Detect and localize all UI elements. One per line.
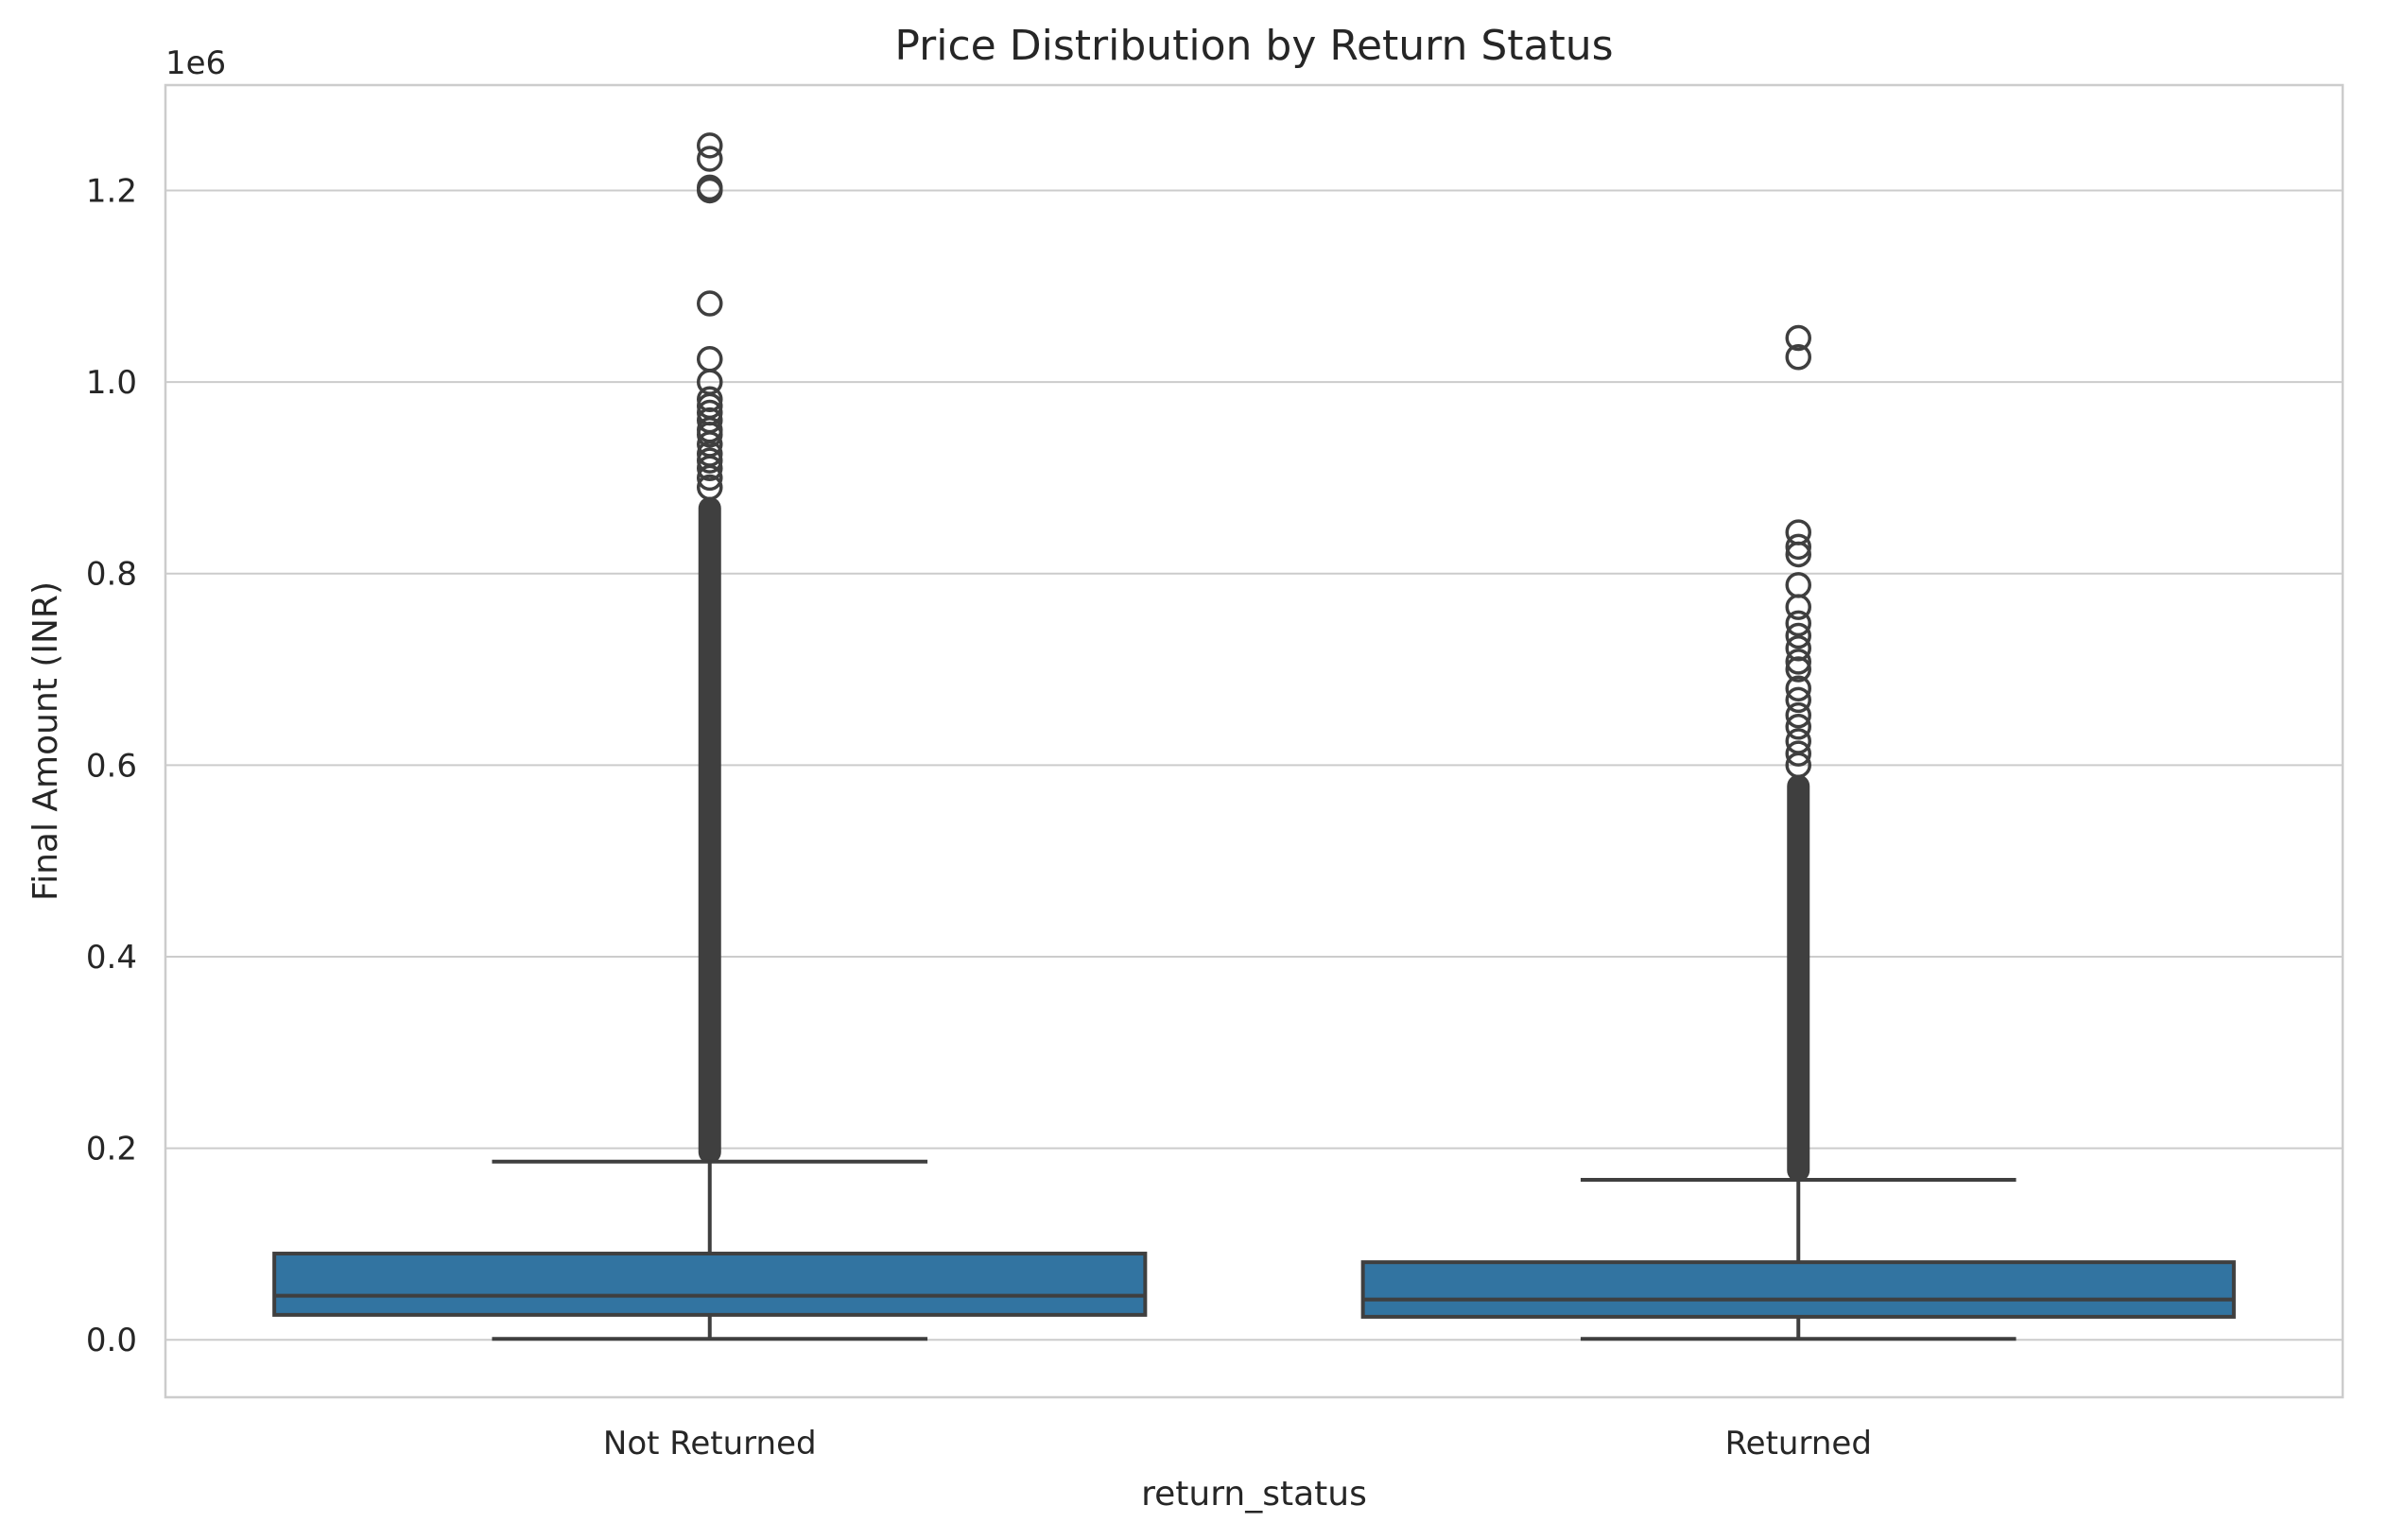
- outlier-point: [1785, 519, 1811, 545]
- iqr-box: [1360, 1260, 2236, 1319]
- outlier-point: [1785, 728, 1811, 754]
- outlier-point: [697, 132, 723, 159]
- outlier-point: [697, 447, 723, 474]
- outlier-point: [1785, 572, 1811, 598]
- outlier-point: [1785, 740, 1811, 767]
- grid-lines: [165, 189, 2343, 1341]
- outlier-point: [697, 174, 723, 201]
- outlier-point: [1785, 634, 1811, 662]
- outlier-point: [1785, 622, 1811, 649]
- y-tick-label: 0.6: [86, 747, 137, 785]
- x-tick-label: Returned: [1725, 1425, 1872, 1462]
- outlier-point: [1785, 675, 1811, 702]
- outlier-point: [697, 346, 723, 372]
- y-tick-label: 0.2: [86, 1131, 137, 1168]
- outlier-point: [1785, 649, 1811, 675]
- dense-outliers: [1787, 774, 1810, 1183]
- y-tick-label: 0.0: [86, 1322, 137, 1359]
- outlier-point: [697, 290, 723, 317]
- y-tick-label: 1.0: [86, 364, 137, 402]
- y-tick-labels: 0.0 0.2 0.4 0.6 0.8 1.0 1.2: [86, 172, 137, 1359]
- outlier-point: [1785, 324, 1811, 352]
- x-tick-label: Not Returned: [603, 1425, 817, 1462]
- x-tick-labels: Not Returned Returned: [603, 1425, 1872, 1462]
- y-axis-label: Final Amount (INR): [26, 581, 65, 901]
- chart-title: Price Distribution by Return Status: [894, 22, 1613, 70]
- outlier-point: [697, 474, 723, 501]
- outlier-point: [1785, 714, 1811, 740]
- outlier-point: [697, 146, 723, 172]
- plot-area: [272, 132, 2236, 1341]
- outlier-point: [697, 399, 723, 426]
- outlier-point: [1785, 594, 1811, 620]
- x-axis-label: return_status: [1141, 1475, 1367, 1514]
- box-group: [272, 132, 1148, 1341]
- y-tick-label: 1.2: [86, 172, 137, 210]
- outlier-point: [697, 386, 723, 413]
- dense-outliers: [698, 496, 721, 1164]
- outlier-point: [1785, 343, 1811, 371]
- iqr-box: [272, 1252, 1148, 1317]
- outlier-point: [1785, 533, 1811, 561]
- box-group: [1360, 324, 2236, 1341]
- y-tick-label: 0.4: [86, 939, 137, 977]
- plot-frame: [164, 83, 2345, 1399]
- y-axis-offset-label: 1e6: [165, 44, 226, 82]
- outlier-point: [1785, 686, 1811, 714]
- outlier-point: [1785, 610, 1811, 637]
- y-tick-label: 0.8: [86, 556, 137, 594]
- outlier-point: [1785, 701, 1811, 729]
